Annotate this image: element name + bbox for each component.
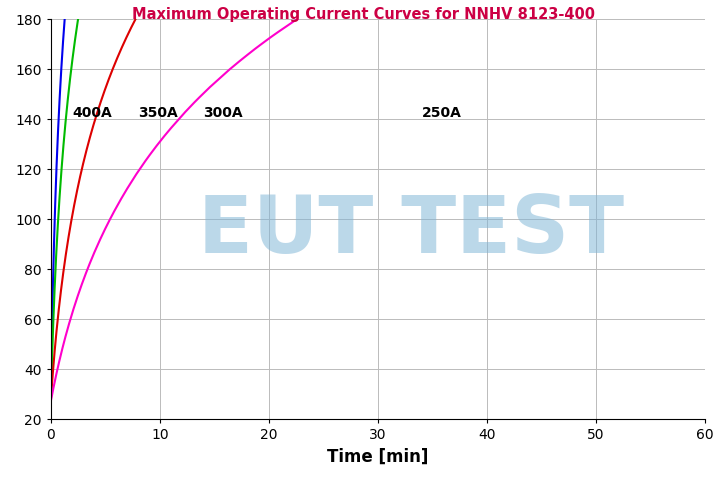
Text: 350A: 350A	[138, 106, 178, 120]
X-axis label: Time [min]: Time [min]	[327, 448, 429, 466]
Text: Maximum Operating Current Curves for NNHV 8123-400: Maximum Operating Current Curves for NNH…	[132, 7, 595, 22]
Text: 300A: 300A	[204, 106, 244, 120]
Text: 400A: 400A	[73, 106, 113, 120]
Text: EUT TEST: EUT TEST	[198, 192, 624, 270]
Text: 250A: 250A	[422, 106, 462, 120]
